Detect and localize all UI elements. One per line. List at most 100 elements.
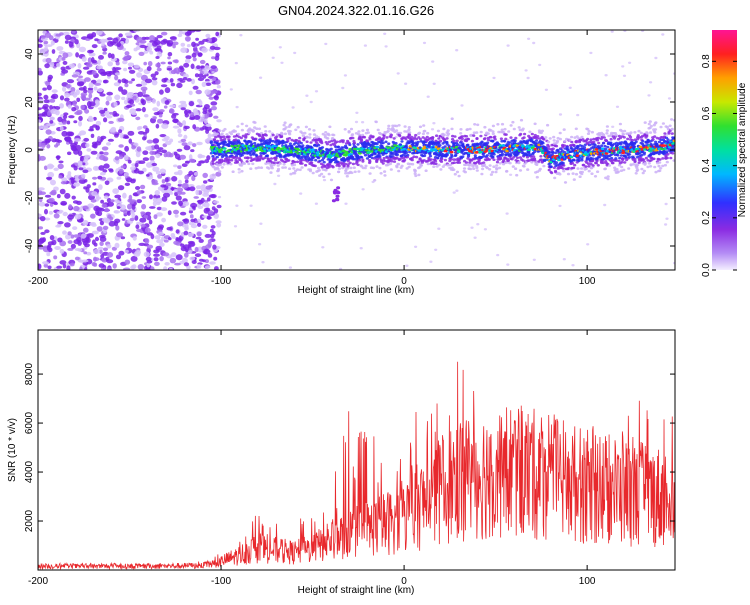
noise-point <box>38 139 42 143</box>
ridge-point <box>469 167 473 171</box>
ridge-point <box>652 157 656 161</box>
noise-point <box>83 97 91 101</box>
noise-point <box>299 192 303 195</box>
ridge-point <box>614 157 618 160</box>
ridge-point <box>508 141 512 144</box>
ridge-point <box>547 145 551 148</box>
noise-point <box>184 160 191 164</box>
noise-point <box>169 36 177 40</box>
noise-point <box>38 202 46 207</box>
ridge-point <box>488 164 492 167</box>
noise-point <box>91 262 97 267</box>
noise-point <box>75 52 79 58</box>
noise-point <box>203 70 208 75</box>
noise-point <box>183 145 191 151</box>
noise-point <box>177 165 182 170</box>
ridge-point <box>414 174 418 178</box>
noise-point <box>99 241 104 247</box>
noise-point <box>114 72 121 76</box>
noise-point <box>159 168 167 174</box>
noise-point <box>166 40 174 46</box>
noise-point <box>148 219 153 225</box>
noise-point <box>59 126 64 132</box>
ridge-point <box>352 141 357 145</box>
noise-point <box>209 261 216 265</box>
noise-point <box>171 201 177 205</box>
noise-point <box>124 83 129 88</box>
ridge-point <box>446 163 450 167</box>
noise-point <box>214 266 219 270</box>
ridge-point <box>586 137 590 141</box>
ridge-point <box>586 162 591 166</box>
noise-point <box>124 259 131 265</box>
noise-point <box>102 225 109 230</box>
ridge-point <box>582 163 586 167</box>
ridge-point <box>461 142 465 145</box>
noise-point <box>586 243 590 246</box>
noise-point <box>113 210 119 214</box>
ridge-point <box>580 170 585 174</box>
ridge-point <box>590 172 594 175</box>
noise-point <box>455 189 459 192</box>
ridge-point <box>389 168 393 171</box>
noise-point <box>142 82 148 86</box>
noise-point <box>343 74 347 77</box>
ridge-point <box>519 118 524 122</box>
noise-point <box>116 206 121 210</box>
ridge-point <box>514 167 518 170</box>
noise-point <box>135 186 141 190</box>
ridge-point <box>237 152 241 155</box>
noise-point <box>44 107 49 112</box>
noise-point <box>103 195 109 199</box>
noise-point <box>237 171 241 174</box>
ridge-point <box>617 134 622 138</box>
ridge-point <box>605 129 609 132</box>
ridge-point <box>654 140 658 144</box>
noise-point <box>51 49 56 54</box>
noise-point <box>361 121 365 124</box>
ridge-point <box>538 167 542 171</box>
ridge-point <box>466 143 470 147</box>
ridge-point <box>435 134 439 137</box>
ridge-point <box>314 148 318 152</box>
noise-point <box>92 182 97 186</box>
noise-point <box>212 244 217 250</box>
ridge-point <box>399 131 403 135</box>
noise-point <box>46 123 53 127</box>
noise-point <box>188 101 195 107</box>
noise-point <box>172 118 179 123</box>
noise-point <box>190 202 198 209</box>
noise-point <box>91 70 97 76</box>
noise-point <box>53 213 60 219</box>
noise-point <box>142 157 150 162</box>
ridge-point <box>398 150 402 154</box>
noise-point <box>207 241 212 248</box>
noise-point <box>210 194 217 199</box>
ridge-point <box>276 167 281 171</box>
noise-point <box>176 82 183 89</box>
noise-point <box>180 211 187 216</box>
ridge-point <box>468 161 472 164</box>
noise-point <box>93 256 97 262</box>
noise-point <box>169 108 174 114</box>
noise-point <box>146 260 153 264</box>
ridge-point <box>404 137 408 141</box>
ridge-point <box>580 167 584 170</box>
noise-point <box>604 74 608 77</box>
noise-point <box>94 38 99 42</box>
ridge-point <box>309 141 313 144</box>
noise-point <box>48 210 54 215</box>
noise-point <box>79 155 84 162</box>
ridge-point <box>455 170 460 174</box>
ridge-point <box>570 161 575 165</box>
ridge-point <box>341 146 345 149</box>
ridge-point <box>413 170 417 173</box>
noise-point <box>73 205 80 212</box>
ridge-point <box>659 138 663 142</box>
noise-point <box>58 175 63 179</box>
noise-point <box>86 251 92 256</box>
ridge-point <box>323 164 327 168</box>
ridge-peak-point <box>311 148 316 152</box>
ridge-point <box>621 145 626 149</box>
noise-point <box>99 220 104 226</box>
